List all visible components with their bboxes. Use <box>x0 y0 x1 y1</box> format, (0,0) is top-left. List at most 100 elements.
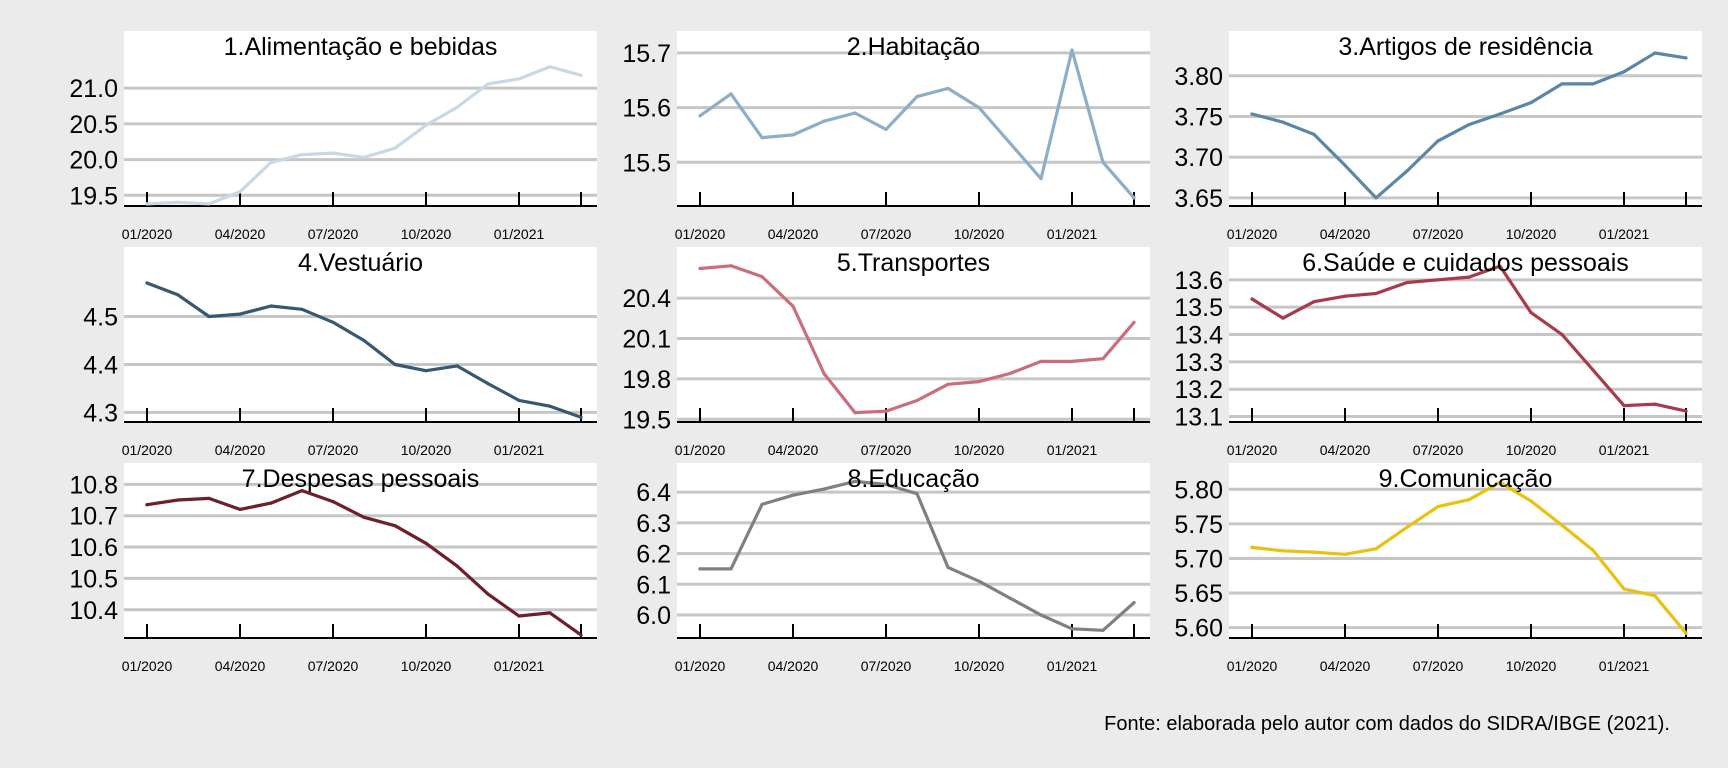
chart-panel-3: 3.65 3.70 3.75 3.80 01/2020 04/2020 07/2020 10/… <box>1174 31 1702 242</box>
data-point <box>207 202 211 206</box>
data-point <box>1560 523 1564 527</box>
data-point <box>1008 141 1012 145</box>
y-tick-label: 19.5 <box>622 406 671 434</box>
data-point <box>729 264 733 268</box>
x-tick-label: 01/2021 <box>1047 226 1098 242</box>
data-point <box>884 127 888 132</box>
data-point <box>1436 504 1440 509</box>
data-point <box>1070 359 1074 364</box>
y-tick-label: 20.5 <box>69 111 118 139</box>
data-point <box>1405 525 1409 529</box>
data-point <box>145 202 149 206</box>
data-point <box>176 200 180 205</box>
data-point <box>1467 123 1471 127</box>
data-point <box>1467 498 1471 502</box>
x-tick-label: 10/2020 <box>1506 226 1557 242</box>
data-point <box>145 281 149 285</box>
data-point <box>548 65 552 69</box>
y-tick-label: 5.80 <box>1174 476 1223 504</box>
data-point <box>1684 56 1688 60</box>
data-point <box>1312 300 1316 304</box>
data-point <box>1343 163 1347 167</box>
y-tick-label: 13.6 <box>1174 267 1223 295</box>
data-point <box>362 515 366 519</box>
data-point <box>1560 82 1564 86</box>
chart-panel-9: 5.60 5.65 5.70 5.75 5.80 01/2020 04/2020 07/202… <box>1174 463 1702 674</box>
data-point <box>300 152 304 157</box>
x-tick-label: 07/2020 <box>861 226 912 242</box>
panel-title: 7.Despesas pessoais <box>242 465 480 493</box>
source-caption: Fonte: elaborada pelo autor com dados do… <box>1104 713 1670 735</box>
x-tick-label: 04/2020 <box>1320 442 1371 458</box>
chart-panel-7: 10.4 10.5 10.6 10.7 10.8 01/2020 04/2020 07/202… <box>69 463 597 674</box>
data-point <box>1281 549 1285 553</box>
x-tick-label: 10/2020 <box>1506 658 1557 674</box>
x-tick-label: 07/2020 <box>308 658 359 674</box>
x-tick-label: 10/2020 <box>954 226 1005 242</box>
x-tick-label: 01/2021 <box>1047 658 1098 674</box>
x-tick-label: 01/2021 <box>1599 226 1650 242</box>
data-point <box>853 111 857 115</box>
data-point <box>238 312 242 316</box>
data-point <box>1591 368 1595 372</box>
x-tick-label: 01/2021 <box>1599 442 1650 458</box>
x-tick-label: 04/2020 <box>1320 226 1371 242</box>
x-tick-label: 10/2020 <box>401 442 452 458</box>
y-tick-label: 20.0 <box>69 147 118 175</box>
x-tick-label: 04/2020 <box>768 226 819 242</box>
data-point <box>1405 280 1409 285</box>
data-point <box>207 496 211 501</box>
data-point <box>331 151 335 155</box>
data-point <box>269 304 273 308</box>
chart-panel-6: 13.113.213.313.413.513.6 01/2020 04/2020 07… <box>1174 247 1702 458</box>
data-point <box>1622 403 1626 408</box>
data-point <box>1132 320 1136 324</box>
data-point <box>331 320 335 324</box>
y-tick-label: 13.2 <box>1174 376 1223 404</box>
y-tick-label: 6.0 <box>636 602 671 630</box>
y-tick-label: 13.5 <box>1174 294 1223 322</box>
data-point <box>915 398 919 403</box>
x-tick-label: 07/2020 <box>861 658 912 674</box>
data-point <box>1039 613 1043 617</box>
data-point <box>1281 120 1285 124</box>
y-tick-label: 19.8 <box>622 366 671 394</box>
data-point <box>1529 101 1533 105</box>
data-point <box>1591 548 1595 552</box>
data-point <box>1374 291 1378 296</box>
data-point <box>884 482 888 487</box>
data-point <box>1467 275 1471 279</box>
data-point <box>424 369 428 373</box>
panel-title: 3.Artigos de residência <box>1338 33 1592 61</box>
data-point <box>915 492 919 496</box>
data-point <box>1622 587 1626 591</box>
x-tick-label: 04/2020 <box>768 658 819 674</box>
chart-panel-5: 19.5 19.8 20.1 20.4 01/2020 04/2020 07/2020 10/… <box>622 247 1150 458</box>
x-tick-label: 01/2020 <box>675 226 726 242</box>
data-point <box>1622 70 1626 74</box>
data-point <box>362 338 366 343</box>
data-point <box>853 479 857 484</box>
y-tick-label: 6.3 <box>636 510 671 538</box>
x-tick-label: 01/2020 <box>1227 658 1278 674</box>
data-point <box>517 614 521 618</box>
data-point <box>1132 601 1136 605</box>
y-tick-label: 15.7 <box>622 40 671 68</box>
y-tick-label: 10.4 <box>69 597 118 625</box>
data-point <box>176 293 180 297</box>
data-point <box>1281 316 1285 320</box>
panel-background <box>677 247 1150 422</box>
x-tick-label: 01/2021 <box>494 226 545 242</box>
x-tick-label: 10/2020 <box>401 658 452 674</box>
data-point <box>698 266 702 271</box>
x-tick-label: 04/2020 <box>1320 658 1371 674</box>
data-point <box>579 415 583 419</box>
y-tick-label: 6.4 <box>636 479 671 507</box>
data-point <box>1374 547 1378 551</box>
panel-title: 4.Vestuário <box>298 249 423 277</box>
x-tick-label: 01/2021 <box>1599 658 1650 674</box>
y-tick-label: 15.6 <box>622 95 671 123</box>
y-tick-label: 20.1 <box>622 326 671 354</box>
panel-title: 9.Comunicação <box>1379 465 1553 493</box>
data-point <box>1374 196 1378 200</box>
